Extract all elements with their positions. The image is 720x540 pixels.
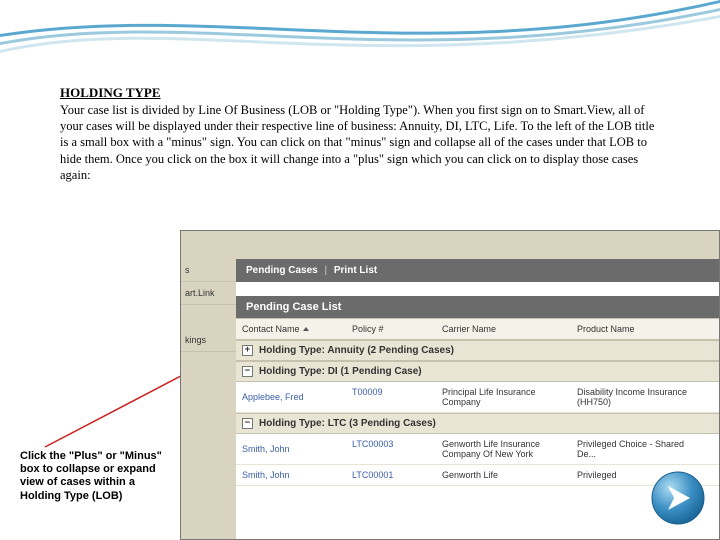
group-label: Holding Type: Annuity (2 Pending Cases) [259, 345, 454, 356]
cell-contact[interactable]: Smith, John [236, 465, 346, 485]
minus-icon[interactable]: − [242, 418, 253, 429]
cell-carrier: Principal Life Insurance Company [436, 382, 571, 412]
instruction-block: HOLDING TYPE Your case list is divided b… [60, 85, 660, 183]
tab-pending[interactable]: Pending Cases [246, 265, 318, 276]
callout-caption: Click the "Plus" or "Minus" box to colla… [20, 450, 175, 503]
tab-bar: Pending Cases | Print List [236, 259, 720, 282]
heading: HOLDING TYPE [60, 85, 161, 100]
next-button[interactable] [650, 470, 706, 526]
cell-policy[interactable]: LTC00003 [346, 434, 436, 464]
cell-carrier: Genworth Life [436, 465, 571, 485]
body-text: Your case list is divided by Line Of Bus… [60, 103, 654, 182]
holding-type-group[interactable]: − Holding Type: DI (1 Pending Case) [236, 361, 720, 382]
column-header-row: Contact Name Policy # Carrier Name Produ… [236, 318, 720, 340]
tab-print[interactable]: Print List [334, 265, 377, 276]
group-label: Holding Type: LTC (3 Pending Cases) [259, 418, 436, 429]
cell-contact[interactable]: Smith, John [236, 434, 346, 464]
table-row[interactable]: Smith, John LTC00003 Genworth Life Insur… [236, 434, 720, 465]
sort-asc-icon [303, 327, 309, 331]
table-row[interactable]: Smith, John LTC00001 Genworth Life Privi… [236, 465, 720, 486]
sidebar: s art.Link kings [181, 231, 236, 539]
holding-type-group[interactable]: − Holding Type: LTC (3 Pending Cases) [236, 413, 720, 434]
cell-policy[interactable]: LTC00001 [346, 465, 436, 485]
cell-carrier: Genworth Life Insurance Company Of New Y… [436, 434, 571, 464]
sidebar-item[interactable]: art.Link [181, 282, 236, 305]
cell-product: Disability Income Insurance (HH750) [571, 382, 706, 412]
holding-type-group[interactable]: + Holding Type: Annuity (2 Pending Cases… [236, 340, 720, 361]
sidebar-item[interactable]: s [181, 259, 236, 282]
col-policy[interactable]: Policy # [346, 319, 436, 339]
table-row[interactable]: Applebee, Fred T00009 Principal Life Ins… [236, 382, 720, 413]
sidebar-item[interactable]: kings [181, 329, 236, 352]
minus-icon[interactable]: − [242, 366, 253, 377]
col-contact-name[interactable]: Contact Name [236, 319, 346, 339]
app-screenshot: s art.Link kings Pending Cases | Print L… [180, 230, 720, 540]
cell-contact[interactable]: Applebee, Fred [236, 382, 346, 412]
cell-policy[interactable]: T00009 [346, 382, 436, 412]
cell-product: Privileged Choice - Shared De... [571, 434, 706, 464]
wave-decoration [0, 0, 720, 90]
group-label: Holding Type: DI (1 Pending Case) [259, 366, 422, 377]
col-product[interactable]: Product Name [571, 319, 706, 339]
col-carrier[interactable]: Carrier Name [436, 319, 571, 339]
main-panel: Pending Cases | Print List Pending Case … [236, 231, 720, 539]
panel-title: Pending Case List [236, 296, 720, 318]
plus-icon[interactable]: + [242, 345, 253, 356]
